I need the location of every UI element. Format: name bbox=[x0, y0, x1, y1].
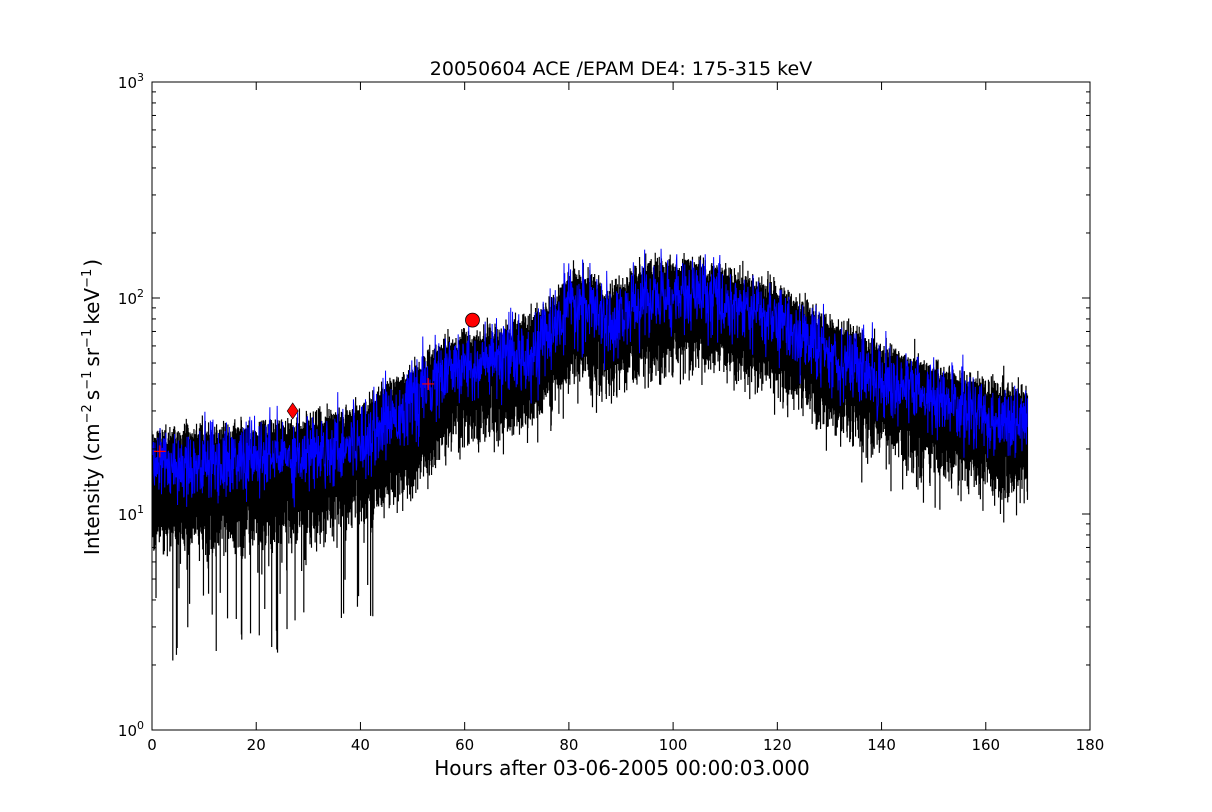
marker-plus-1 bbox=[153, 445, 166, 458]
chart-title: 20050604 ACE /EPAM DE4: 175-315 keV bbox=[430, 58, 812, 80]
x-axis: 0 20 40 60 80 100 120 140 160 180 bbox=[147, 82, 1104, 754]
plot-frame bbox=[151, 81, 1091, 731]
marker-diamond-2 bbox=[286, 402, 299, 420]
series-line-path bbox=[152, 248, 1028, 508]
marker-circle-4 bbox=[465, 312, 480, 328]
x-tick-label: 80 bbox=[559, 736, 578, 754]
y-axis: 100 101 102 103 bbox=[118, 71, 1090, 740]
x-axis-label: Hours after 03-06-2005 00:00:03.000 bbox=[434, 756, 810, 780]
y-tick-label: 102 bbox=[118, 287, 144, 308]
x-tick-label: 60 bbox=[455, 736, 474, 754]
x-tick-label: 40 bbox=[351, 736, 370, 754]
plot-area bbox=[152, 248, 1029, 661]
y-tick-label: 100 bbox=[118, 719, 144, 740]
y-axis-label: Intensity (cm−2s−1sr−1keV−1) bbox=[80, 259, 104, 555]
x-tick-label: 180 bbox=[1076, 736, 1105, 754]
x-tick-label: 0 bbox=[147, 736, 157, 754]
x-tick-label: 20 bbox=[247, 736, 266, 754]
y-tick-label: 101 bbox=[118, 503, 144, 524]
markers bbox=[153, 312, 480, 458]
marker-plus-3 bbox=[422, 377, 435, 390]
x-tick-label: 120 bbox=[763, 736, 792, 754]
x-tick-label: 160 bbox=[971, 736, 1000, 754]
x-tick-label: 100 bbox=[659, 736, 688, 754]
series-2 bbox=[152, 248, 1028, 508]
x-tick-label: 140 bbox=[867, 736, 896, 754]
y-tick-label: 103 bbox=[118, 71, 144, 92]
